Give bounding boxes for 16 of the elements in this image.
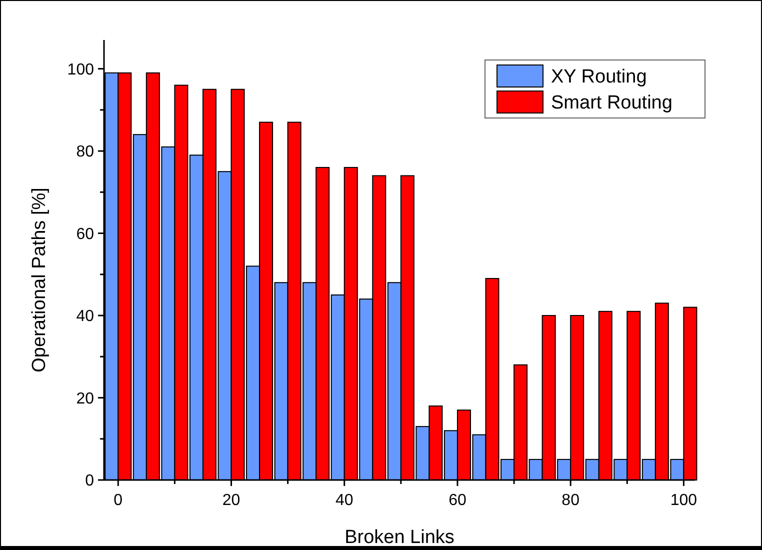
legend-label: XY Routing xyxy=(551,66,647,88)
legend-label: Smart Routing xyxy=(551,92,672,114)
x-tick-label: 20 xyxy=(222,492,240,509)
y-tick-label: 100 xyxy=(67,61,94,78)
y-tick-label: 20 xyxy=(76,390,94,408)
y-tick-label: 40 xyxy=(76,308,94,326)
x-tick-label: 80 xyxy=(562,492,580,509)
y-axis-title: Operational Paths [%] xyxy=(29,188,50,372)
x-tick-label: 100 xyxy=(670,492,698,509)
x-tick-label: 0 xyxy=(114,492,123,509)
x-axis-title: Broken Links xyxy=(344,527,454,548)
x-tick-label: 60 xyxy=(448,492,466,509)
y-tick-label: 80 xyxy=(76,144,94,161)
x-tick-label: 40 xyxy=(335,492,354,509)
y-tick-label: 60 xyxy=(76,226,94,243)
y-tick-label: 0 xyxy=(85,472,94,490)
